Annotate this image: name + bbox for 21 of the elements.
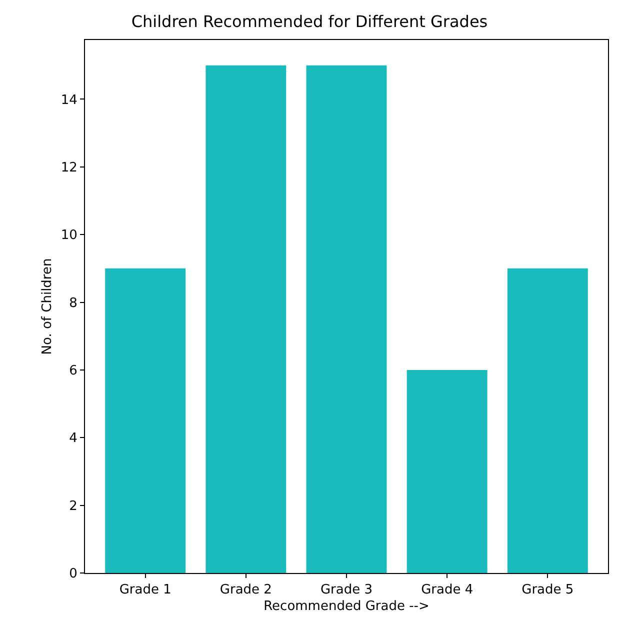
x-tick-label: Grade 4 (421, 582, 474, 598)
y-tick-label: 4 (69, 431, 78, 446)
y-tick-label: 8 (69, 296, 78, 311)
x-axis-title: Recommended Grade --> (264, 599, 430, 614)
y-axis-title: No. of Children (40, 258, 55, 355)
bar (306, 65, 387, 573)
y-tick-label: 6 (69, 364, 78, 378)
bar (105, 268, 186, 573)
y-tick-label: 10 (60, 228, 78, 244)
bar (406, 370, 488, 573)
y-tick-label: 0 (69, 566, 78, 582)
bar (507, 268, 588, 573)
y-tick-label: 12 (60, 160, 78, 176)
x-tick-label: Grade 5 (522, 582, 574, 598)
bar (206, 65, 286, 573)
x-tick-label: Grade 1 (119, 582, 172, 598)
y-tick-label: 2 (69, 498, 78, 514)
x-tick-label: Grade 3 (320, 582, 373, 598)
chart-title: Children Recommended for Different Grades (131, 12, 488, 31)
y-tick-label: 14 (60, 92, 78, 108)
x-tick-label: Grade 2 (220, 582, 272, 598)
